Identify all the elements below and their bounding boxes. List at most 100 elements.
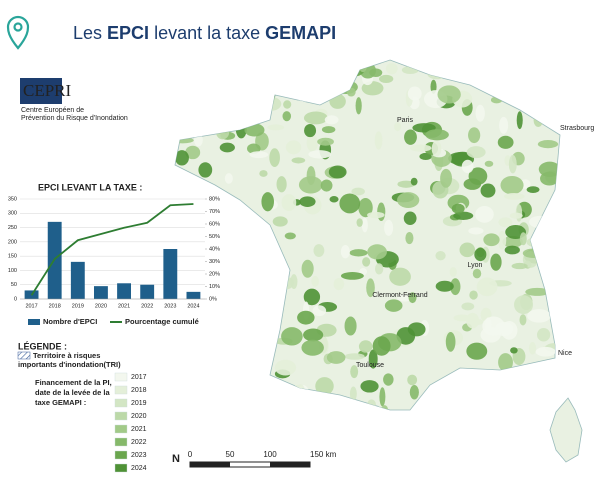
- x-tick-label: 2024: [187, 303, 199, 309]
- scale-label: 150 km: [310, 450, 337, 459]
- legend-swatch: [28, 319, 40, 325]
- epci-patch: [281, 397, 298, 406]
- epci-patch: [389, 267, 411, 286]
- epci-patch: [557, 60, 560, 70]
- city-label: Paris: [397, 117, 413, 124]
- epci-patch: [471, 402, 489, 410]
- epci-patch: [547, 88, 560, 108]
- epci-patch: [481, 411, 489, 424]
- epci-patch: [450, 278, 461, 296]
- epci-patch: [283, 100, 292, 109]
- epci-patch: [271, 401, 286, 410]
- epci-patch: [510, 347, 518, 354]
- epci-patch: [227, 109, 240, 119]
- epci-patch: [472, 268, 482, 279]
- epci-patch: [175, 409, 181, 410]
- epci-patch: [556, 279, 560, 289]
- epci-patch: [372, 336, 391, 356]
- y-tick-label: 300: [8, 211, 17, 217]
- epci-patch: [285, 140, 302, 155]
- epci-patch: [221, 112, 230, 125]
- y2-tick-label: 50%: [209, 234, 220, 240]
- epci-patch: [247, 278, 256, 289]
- epci-patch: [509, 212, 523, 219]
- epci-patch: [226, 88, 243, 100]
- epci-patch: [275, 268, 282, 278]
- epci-patch: [232, 74, 255, 83]
- epci-patch: [544, 283, 552, 290]
- epci-patch: [407, 86, 422, 101]
- epci-patch: [445, 332, 456, 352]
- y-tick-label: 150: [8, 254, 17, 260]
- epci-patch: [519, 314, 527, 326]
- epci-patch: [350, 365, 359, 379]
- y-tick-label: 100: [8, 268, 17, 274]
- epci-patch: [276, 176, 287, 193]
- y-tick-label: 250: [8, 225, 17, 231]
- epci-patch: [249, 151, 269, 159]
- epci-patch: [204, 99, 211, 117]
- epci-patch: [361, 217, 368, 233]
- epci-patch: [296, 93, 316, 102]
- tri-label: Territoire à risques: [33, 351, 100, 360]
- bar: [117, 283, 131, 299]
- epci-patch: [449, 267, 457, 277]
- financing-label: Financement de la PI,: [35, 378, 112, 387]
- epci-patch: [243, 249, 251, 265]
- epci-patch: [284, 232, 296, 240]
- epci-patch: [194, 133, 203, 147]
- epci-patch: [397, 180, 415, 188]
- epci-patch: [240, 289, 252, 298]
- epci-patch: [234, 294, 246, 312]
- epci-patch: [368, 411, 380, 428]
- epci-patch: [193, 411, 199, 421]
- epci-patch: [370, 409, 377, 410]
- epci-patch: [286, 76, 306, 86]
- epci-patch: [267, 124, 285, 131]
- epci-patch: [247, 143, 261, 154]
- epci-patch: [303, 288, 321, 306]
- epci-patch: [252, 92, 264, 113]
- epci-patch: [232, 108, 242, 119]
- epci-patch: [324, 115, 339, 125]
- epci-patch: [366, 278, 375, 298]
- epci-patch: [503, 192, 525, 200]
- x-tick-label: 2018: [49, 303, 61, 309]
- epci-patch: [406, 415, 422, 424]
- epci-patch: [549, 60, 560, 70]
- epci-patch: [289, 78, 297, 90]
- epci-patch: [304, 123, 317, 138]
- y-tick-label: 0: [14, 296, 17, 302]
- epci-patch: [410, 177, 418, 186]
- epci-patch: [213, 94, 235, 112]
- epci-patch: [223, 100, 245, 116]
- epci-patch: [298, 176, 323, 194]
- city-label: Toulouse: [356, 362, 384, 369]
- epci-patch: [405, 231, 414, 245]
- epci-patch: [207, 116, 228, 130]
- epci-patch: [428, 60, 435, 68]
- epci-patch: [229, 68, 252, 88]
- epci-patch: [499, 116, 509, 134]
- epci-patch: [541, 88, 554, 96]
- epci-patch: [265, 333, 276, 349]
- epci-patch: [208, 340, 232, 351]
- epci-patch: [553, 206, 560, 216]
- epci-patch: [498, 353, 513, 372]
- epci-patch: [317, 137, 334, 146]
- financing-label: taxe GEMAPI :: [35, 398, 86, 407]
- epci-patch: [233, 362, 253, 372]
- epci-patch: [268, 279, 277, 287]
- epci-patch: [499, 371, 521, 389]
- epci-patch: [427, 67, 447, 80]
- epci-patch: [453, 211, 474, 220]
- epci-patch: [211, 124, 224, 132]
- epci-patch: [303, 328, 324, 342]
- epci-patch: [192, 71, 215, 91]
- epci-patch: [536, 235, 553, 253]
- epci-patch: [498, 217, 513, 228]
- chart-title: EPCI LEVANT LA TAXE :: [38, 182, 142, 192]
- epci-patch: [244, 123, 265, 137]
- epci-patch: [175, 325, 183, 333]
